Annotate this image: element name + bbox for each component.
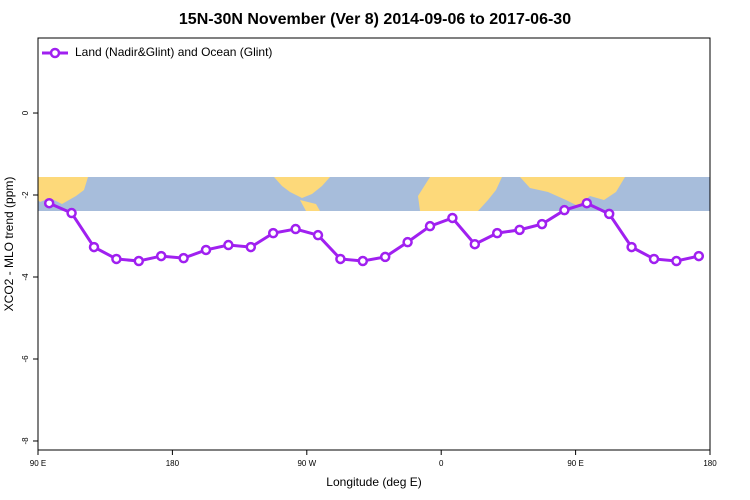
- land: [274, 177, 330, 198]
- point: [267, 227, 279, 239]
- y-tick-label: -4: [21, 273, 30, 281]
- point: [447, 212, 458, 224]
- point: [66, 207, 77, 219]
- point: [379, 251, 391, 263]
- point: [671, 255, 682, 267]
- map-band: [38, 177, 710, 211]
- land: [300, 200, 320, 211]
- x-tick-label: 180: [166, 459, 180, 468]
- chart-title: 15N-30N November (Ver 8) 2014-09-06 to 2…: [179, 11, 571, 28]
- point: [536, 218, 548, 230]
- point: [424, 220, 436, 232]
- point: [581, 197, 593, 209]
- legend-label: Land (Nadir&Glint) and Ocean (Glint): [75, 45, 272, 59]
- point: [648, 253, 660, 265]
- x-axis-label: Longitude (deg E): [326, 475, 421, 489]
- point: [200, 244, 212, 256]
- point: [603, 208, 615, 220]
- x-tick-label: 90 W: [297, 459, 316, 468]
- point: [178, 252, 189, 264]
- y-tick-label: -6: [21, 355, 30, 363]
- land: [38, 177, 88, 204]
- x-tick-label: 90 E: [30, 459, 46, 468]
- point: [693, 250, 705, 262]
- land: [520, 177, 625, 206]
- point: [245, 241, 257, 253]
- point: [155, 250, 167, 262]
- point: [357, 255, 369, 267]
- point: [223, 239, 234, 251]
- point: [335, 253, 346, 265]
- point: [491, 227, 503, 239]
- legend-marker: [49, 47, 61, 59]
- point: [43, 197, 55, 209]
- point: [559, 204, 570, 216]
- plot-frame: [37, 37, 711, 451]
- point: [402, 236, 413, 248]
- point: [290, 223, 301, 235]
- x-tick-label: 0: [439, 459, 444, 468]
- point: [312, 229, 324, 241]
- point: [111, 253, 122, 265]
- x-tick-label: 180: [703, 459, 717, 468]
- point: [469, 238, 481, 250]
- point: [626, 241, 637, 253]
- series-line: [48, 201, 700, 263]
- y-tick-label: 0: [21, 110, 30, 115]
- y-tick-label: -8: [21, 437, 30, 445]
- point: [133, 255, 145, 267]
- y-axis-label: XCO2 - MLO trend (ppm): [2, 177, 16, 312]
- point: [514, 224, 525, 236]
- land: [418, 177, 502, 211]
- point: [88, 241, 100, 253]
- x-tick-label: 90 E: [567, 459, 583, 468]
- y-tick-label: -2: [21, 191, 30, 199]
